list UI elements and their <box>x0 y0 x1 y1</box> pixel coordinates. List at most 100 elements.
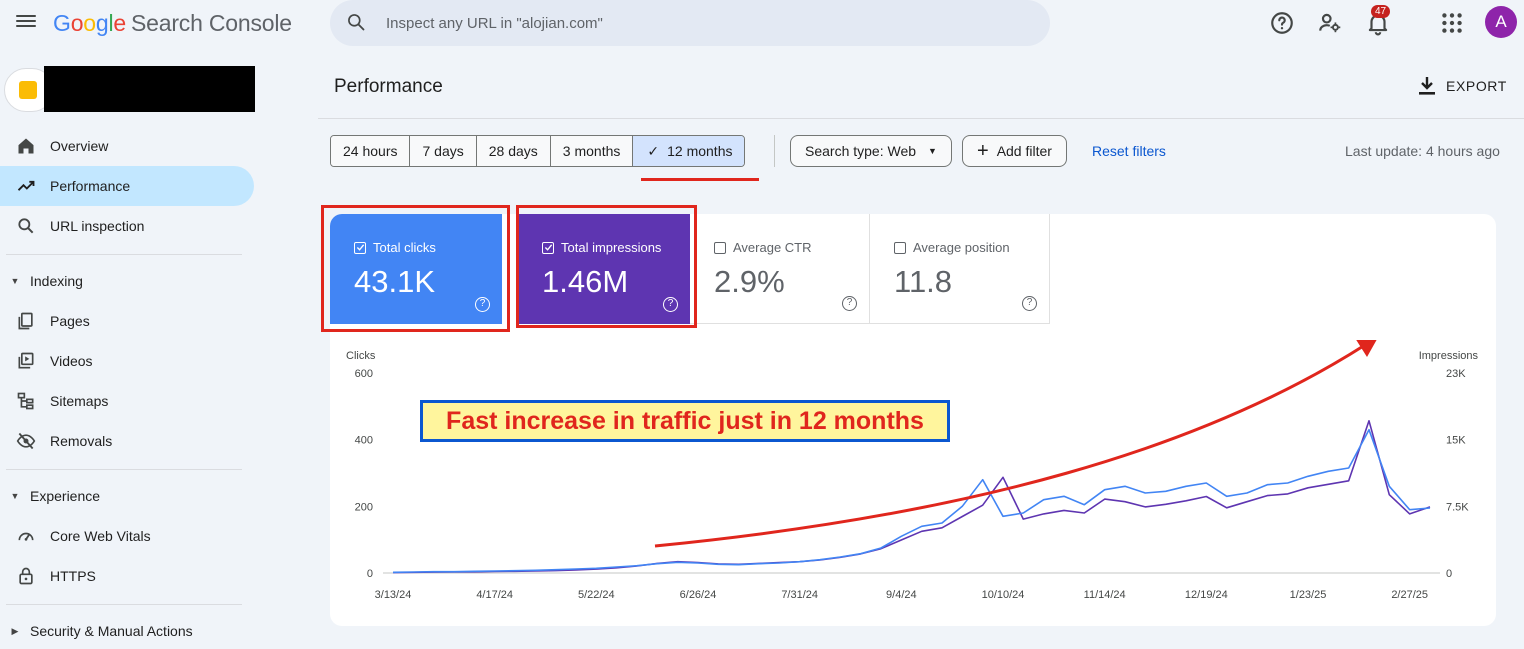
average-ctr-metric[interactable]: Average CTR 2.9% ? <box>690 214 870 324</box>
google-search-console-logo[interactable]: Google Search Console <box>53 10 292 36</box>
export-button[interactable]: EXPORT <box>1418 76 1507 96</box>
red-underline-annotation <box>641 178 759 181</box>
metric-value: 11.8 <box>894 264 953 299</box>
sidebar-section-label: Security & Manual Actions <box>30 623 193 639</box>
right-tick-label: 15K <box>1446 435 1466 447</box>
left-tick-label: 400 <box>355 435 373 447</box>
left-axis-title: Clicks <box>346 350 376 362</box>
sidebar-item-sitemaps[interactable]: Sitemaps <box>0 381 254 421</box>
sidebar-item-label: Videos <box>50 353 93 369</box>
apps-grid-icon[interactable] <box>1439 10 1465 36</box>
range-3-months-button[interactable]: 3 months <box>550 136 634 166</box>
sidebar-item-videos[interactable]: Videos <box>0 341 254 381</box>
lock-icon <box>16 566 36 586</box>
date-range-selector: 24 hours 7 days 28 days 3 months ✓ 12 mo… <box>330 135 746 167</box>
sidebar-item-label: Core Web Vitals <box>50 528 151 544</box>
sidebar-item-label: Sitemaps <box>50 393 109 409</box>
redacted-property-name <box>44 66 255 112</box>
manage-users-icon[interactable] <box>1317 10 1343 36</box>
account-avatar[interactable]: A <box>1485 6 1517 38</box>
sidebar-item-overview[interactable]: Overview <box>0 126 254 166</box>
sidebar-section-label: Indexing <box>30 273 83 289</box>
help-icon[interactable] <box>1269 10 1295 36</box>
sidebar-section-experience[interactable]: ▼ Experience <box>0 478 254 514</box>
total-impressions-metric[interactable]: Total impressions 1.46M ? <box>518 214 690 324</box>
right-tick-label: 0 <box>1446 568 1452 580</box>
performance-chart[interactable]: Clicks Impressions 0 200 400 600 0 7.5K 15K 23K 3/… <box>330 340 1496 610</box>
caret-down-icon: ▼ <box>10 491 20 501</box>
property-home-icon <box>19 81 37 99</box>
help-icon[interactable]: ? <box>663 297 678 312</box>
right-tick-label: 7.5K <box>1446 501 1469 513</box>
sidebar-item-pages[interactable]: Pages <box>0 301 254 341</box>
sidebar-item-label: Overview <box>50 138 109 154</box>
property-selector[interactable] <box>4 66 255 112</box>
sidebar-item-performance[interactable]: Performance <box>0 166 254 206</box>
x-tick-label: 4/17/24 <box>476 589 513 601</box>
checkbox-unchecked-icon[interactable] <box>714 241 726 254</box>
help-icon[interactable]: ? <box>842 296 857 311</box>
eye-off-icon <box>16 431 36 451</box>
checkbox-checked-icon[interactable] <box>542 241 554 254</box>
range-7-days-button[interactable]: 7 days <box>410 136 477 166</box>
metric-value: 43.1K <box>354 264 436 299</box>
add-filter-button[interactable]: + Add filter <box>962 135 1067 167</box>
average-position-metric[interactable]: Average position 11.8 ? <box>870 214 1050 324</box>
x-tick-label: 6/26/24 <box>680 589 717 601</box>
search-input[interactable] <box>386 8 1026 38</box>
x-tick-label: 10/10/24 <box>982 589 1025 601</box>
sidebar-item-url-inspection[interactable]: URL inspection <box>0 206 254 246</box>
metric-value: 1.46M <box>542 264 629 299</box>
page-title: Performance <box>334 76 443 97</box>
range-12-months-button[interactable]: ✓ 12 months <box>633 136 745 166</box>
sitemap-icon <box>16 391 36 411</box>
sidebar-item-core-web-vitals[interactable]: Core Web Vitals <box>0 516 254 556</box>
red-highlight-box-clicks <box>321 205 510 332</box>
x-tick-label: 9/4/24 <box>886 589 917 601</box>
x-tick-label: 1/23/25 <box>1290 589 1327 601</box>
sidebar-section-indexing[interactable]: ▼ Indexing <box>0 263 254 299</box>
url-inspection-search-bar[interactable] <box>330 0 1050 46</box>
red-highlight-box-impressions <box>516 205 697 328</box>
sidebar-item-removals[interactable]: Removals <box>0 421 254 461</box>
sidebar-divider <box>6 604 242 605</box>
sidebar-section-security[interactable]: ▶ Security & Manual Actions <box>0 613 254 649</box>
last-update-text: Last update: 4 hours ago <box>1345 143 1500 159</box>
product-name: Search Console <box>131 10 292 36</box>
red-arrow-head <box>1356 340 1377 357</box>
right-axis-title: Impressions <box>1419 350 1479 362</box>
right-tick-label: 23K <box>1446 368 1466 380</box>
reset-filters-link[interactable]: Reset filters <box>1092 143 1166 159</box>
pages-icon <box>16 311 36 331</box>
search-type-label: Search type: Web <box>805 143 917 159</box>
help-icon[interactable]: ? <box>475 297 490 312</box>
range-24-hours-button[interactable]: 24 hours <box>331 136 411 166</box>
x-tick-label: 5/22/24 <box>578 589 615 601</box>
notification-count-badge: 47 <box>1371 5 1391 18</box>
download-icon <box>1419 77 1435 95</box>
dropdown-arrow-icon: ▼ <box>928 146 937 156</box>
home-icon <box>16 136 36 156</box>
metric-label: Average CTR <box>714 240 812 255</box>
left-tick-label: 0 <box>367 568 373 580</box>
export-label: EXPORT <box>1446 78 1507 94</box>
search-type-filter-chip[interactable]: Search type: Web ▼ <box>790 135 952 167</box>
checkbox-checked-icon[interactable] <box>354 241 366 254</box>
range-28-days-button[interactable]: 28 days <box>476 136 551 166</box>
sidebar-item-https[interactable]: HTTPS <box>0 556 254 596</box>
help-icon[interactable]: ? <box>1022 296 1037 311</box>
sidebar-divider <box>6 254 242 255</box>
hamburger-menu-icon[interactable] <box>14 12 38 34</box>
x-tick-label: 2/27/25 <box>1391 589 1428 601</box>
video-icon <box>16 351 36 371</box>
total-clicks-metric[interactable]: Total clicks 43.1K ? <box>330 214 502 324</box>
caret-right-icon: ▶ <box>11 625 19 636</box>
sidebar-item-label: Performance <box>50 178 131 194</box>
sidebar-item-label: Pages <box>50 313 90 329</box>
x-tick-label: 3/13/24 <box>375 589 412 601</box>
checkbox-unchecked-icon[interactable] <box>894 241 906 254</box>
metric-value: 2.9% <box>714 264 785 299</box>
traffic-annotation: Fast increase in traffic just in 12 mont… <box>420 400 950 442</box>
red-trend-arrow <box>654 343 1366 548</box>
